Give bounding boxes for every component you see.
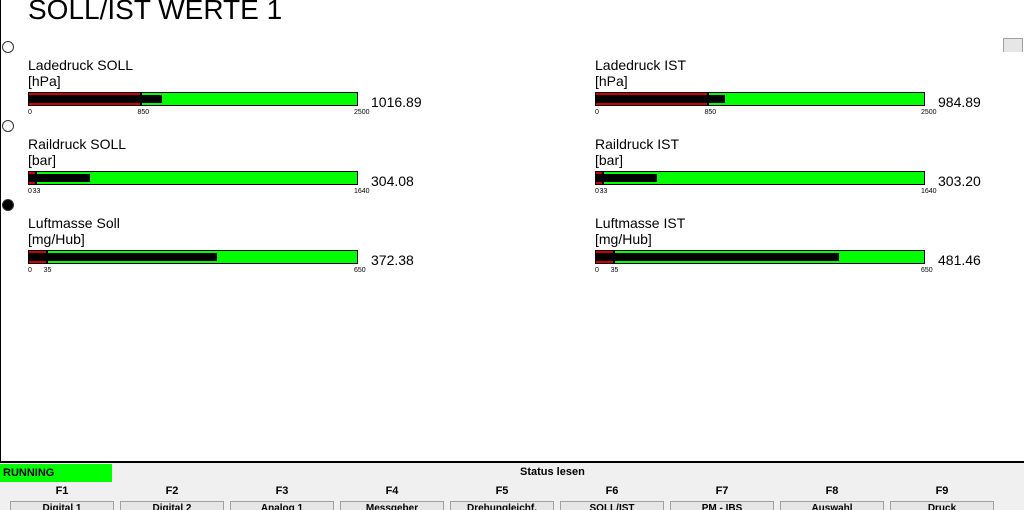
gauge-value: 303.20 — [938, 173, 981, 189]
fkey-key-label: F8 — [825, 485, 839, 497]
gauge-mark-tick — [612, 251, 615, 263]
f3-button[interactable]: Analog 1 — [230, 501, 334, 510]
gauge-name: Ladedruck SOLL — [28, 57, 134, 73]
gauge-value: 372.38 — [371, 252, 414, 268]
gauge-bar — [28, 92, 358, 106]
radio-option-3-selected[interactable] — [2, 199, 14, 211]
gauge-bar — [595, 250, 925, 264]
fkey-key-label: F6 — [605, 485, 619, 497]
fkey-key-label: F9 — [935, 485, 949, 497]
gauge-bar — [28, 250, 358, 264]
scale-mark: 850 — [704, 109, 717, 116]
scale-min: 0 — [595, 109, 599, 116]
gauge-fill — [596, 174, 657, 182]
scale-mark: 850 — [137, 109, 150, 116]
fkey-key-label: F5 — [495, 485, 509, 497]
gauge-unit: [mg/Hub] — [28, 231, 85, 247]
f7-button[interactable]: PM - IBS — [670, 501, 774, 510]
gauge-unit: [hPa] — [28, 73, 61, 89]
f1-button[interactable]: Digital 1 — [10, 501, 114, 510]
fkey-key-label: F7 — [715, 485, 729, 497]
gauge-ladedruck-ist: Ladedruck IST [hPa] 984.89 0 850 2500 — [595, 57, 1015, 127]
page-title: SOLL/IST WERTE 1 — [28, 0, 283, 25]
f2-button[interactable]: Digital 2 — [120, 501, 224, 510]
gauge-fill — [596, 95, 726, 103]
fkey-f7: F7 PM - IBS — [667, 485, 777, 510]
gauge-name: Raildruck SOLL — [28, 136, 127, 152]
scale-mark: 33 — [32, 188, 41, 195]
gauge-name: Luftmasse Soll — [28, 215, 120, 231]
f8-button[interactable]: Auswahl — [780, 501, 884, 510]
f6-button[interactable]: SOLL/IST — [560, 501, 664, 510]
gauge-luftmasse-soll: Luftmasse Soll [mg/Hub] 372.38 0 35 650 — [28, 215, 448, 285]
gauge-bar — [595, 92, 925, 106]
radio-option-2[interactable] — [2, 120, 14, 132]
gauge-raildruck-ist: Raildruck IST [bar] 303.20 0 33 1640 — [595, 136, 1015, 206]
f5-button[interactable]: Drehungleichf. — [450, 501, 554, 510]
gauge-fill — [29, 95, 163, 103]
gauge-ladedruck-soll: Ladedruck SOLL [hPa] 1016.89 0 850 2500 — [28, 57, 448, 127]
fkey-f4: F4 Messgeber — [337, 485, 447, 510]
fkey-f3: F3 Analog 1 — [227, 485, 337, 510]
scale-max: 1640 — [354, 188, 370, 195]
fkey-f2: F2 Digital 2 — [117, 485, 227, 510]
fkey-f1: F1 Digital 1 — [7, 485, 117, 510]
f9-button[interactable]: Druck — [890, 501, 994, 510]
gauge-unit: [hPa] — [595, 73, 628, 89]
scale-min: 0 — [28, 267, 32, 274]
fkey-f8: F8 Auswahl — [777, 485, 887, 510]
gauge-unit: [bar] — [28, 152, 57, 168]
gauge-unit: [mg/Hub] — [595, 231, 652, 247]
scale-mark: 35 — [610, 267, 619, 274]
f10-button[interactable] — [1003, 38, 1023, 52]
gauge-name: Ladedruck IST — [595, 57, 687, 73]
scale-min: 0 — [28, 109, 32, 116]
gauge-luftmasse-ist: Luftmasse IST [mg/Hub] 481.46 0 35 650 — [595, 215, 1015, 285]
gauge-fill — [29, 253, 217, 261]
scale-max: 650 — [354, 267, 366, 274]
left-border — [0, 0, 1, 462]
scale-max: 2500 — [921, 109, 937, 116]
gauge-mark-tick — [34, 172, 37, 184]
gauge-value: 1016.89 — [371, 94, 422, 110]
fkey-key-label: F2 — [165, 485, 179, 497]
gauge-mark-tick — [45, 251, 48, 263]
fkey-key-label: F1 — [55, 485, 69, 497]
gauge-bar — [28, 171, 358, 185]
status-read-label: Status lesen — [520, 466, 585, 478]
gauge-mark-tick — [139, 93, 142, 105]
gauge-mark-tick — [706, 93, 709, 105]
function-key-bar: RUNNING Status lesen F1 Digital 1 F2 Dig… — [0, 461, 1024, 510]
fkey-f5: F5 Drehungleichf. — [447, 485, 557, 510]
gauge-value: 984.89 — [938, 94, 981, 110]
scale-min: 0 — [595, 188, 599, 195]
fkey-f6: F6 SOLL/IST — [557, 485, 667, 510]
running-status-indicator: RUNNING — [0, 464, 112, 482]
scale-max: 2500 — [354, 109, 370, 116]
gauge-mark-tick — [601, 172, 604, 184]
scale-mark: 35 — [43, 267, 52, 274]
radio-option-1[interactable] — [2, 41, 14, 53]
f4-button[interactable]: Messgeber — [340, 501, 444, 510]
gauge-name: Raildruck IST — [595, 136, 680, 152]
fkey-f9: F9 Druck — [887, 485, 997, 510]
gauge-fill — [29, 174, 90, 182]
fkey-key-label: F3 — [275, 485, 289, 497]
gauge-raildruck-soll: Raildruck SOLL [bar] 304.08 0 33 1640 — [28, 136, 448, 206]
gauge-value: 304.08 — [371, 173, 414, 189]
gauge-unit: [bar] — [595, 152, 624, 168]
scale-min: 0 — [28, 188, 32, 195]
gauge-bar — [595, 171, 925, 185]
scale-max: 650 — [921, 267, 933, 274]
scale-min: 0 — [595, 267, 599, 274]
gauge-fill — [596, 253, 839, 261]
fkey-key-label: F4 — [385, 485, 399, 497]
scale-mark: 33 — [599, 188, 608, 195]
gauge-value: 481.46 — [938, 252, 981, 268]
scale-max: 1640 — [921, 188, 937, 195]
gauge-name: Luftmasse IST — [595, 215, 686, 231]
